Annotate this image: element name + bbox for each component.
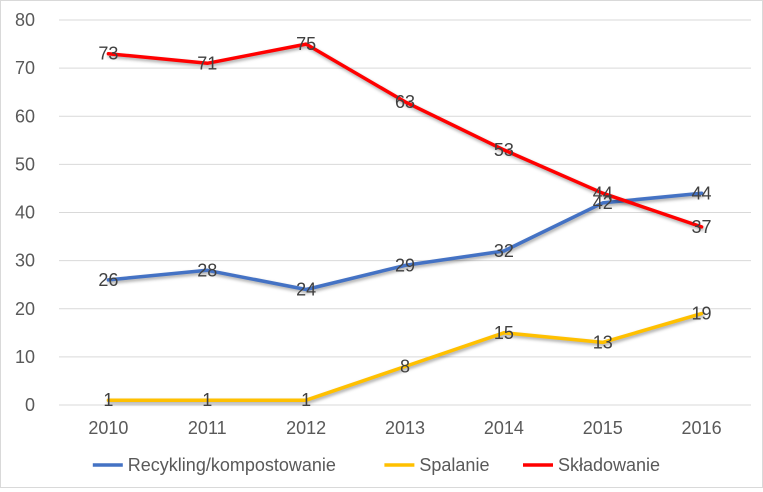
data-label: 63 [395, 92, 415, 112]
legend-label: Spalanie [419, 455, 489, 475]
gridlines [59, 19, 751, 406]
y-tick-label: 30 [15, 251, 35, 271]
data-label: 37 [692, 217, 712, 237]
series-lines [106, 42, 704, 402]
series-line [106, 311, 704, 402]
y-tick-label: 40 [15, 203, 35, 223]
data-label: 1 [202, 390, 212, 410]
x-tick-label: 2016 [682, 418, 722, 438]
x-tick-label: 2015 [583, 418, 623, 438]
series-line [106, 191, 704, 292]
data-label: 1 [103, 390, 113, 410]
data-label: 32 [494, 241, 514, 261]
data-label: 44 [593, 183, 613, 203]
data-label: 29 [395, 255, 415, 275]
data-label: 42 [593, 193, 613, 213]
x-tick-label: 2014 [484, 418, 524, 438]
legend-label: Składowanie [558, 455, 660, 475]
legend: Recykling/kompostowanie Spalanie Składowan… [92, 455, 660, 475]
data-label: 26 [98, 270, 118, 290]
data-label: 73 [98, 44, 118, 64]
x-tick-label: 2012 [286, 418, 326, 438]
y-tick-label: 70 [15, 58, 35, 78]
y-tick-label: 20 [15, 299, 35, 319]
x-tick-label: 2010 [88, 418, 128, 438]
x-tick-label: 2013 [385, 418, 425, 438]
y-axis-tick-labels: 0 10 20 30 40 50 60 70 80 [15, 10, 35, 415]
data-label: 13 [593, 332, 613, 352]
x-tick-label: 2011 [188, 418, 227, 438]
y-tick-label: 10 [15, 347, 35, 367]
series-line [106, 42, 704, 229]
data-label: 8 [400, 357, 410, 377]
data-label: 28 [197, 260, 217, 280]
data-label: 1 [301, 390, 311, 410]
data-label: 24 [296, 280, 316, 300]
y-tick-label: 0 [25, 395, 35, 415]
data-label: 19 [692, 304, 712, 324]
legend-label: Recykling/kompostowanie [128, 455, 336, 475]
data-label: 71 [197, 53, 217, 73]
y-tick-label: 80 [15, 10, 35, 30]
y-tick-label: 50 [15, 154, 35, 174]
data-label: 53 [494, 140, 514, 160]
data-label: 75 [296, 34, 316, 54]
x-axis-tick-labels: 2010 2011 2012 2013 2014 2015 2016 [88, 418, 721, 438]
y-tick-label: 60 [15, 106, 35, 126]
data-label: 15 [494, 323, 514, 343]
data-label: 44 [692, 183, 712, 203]
